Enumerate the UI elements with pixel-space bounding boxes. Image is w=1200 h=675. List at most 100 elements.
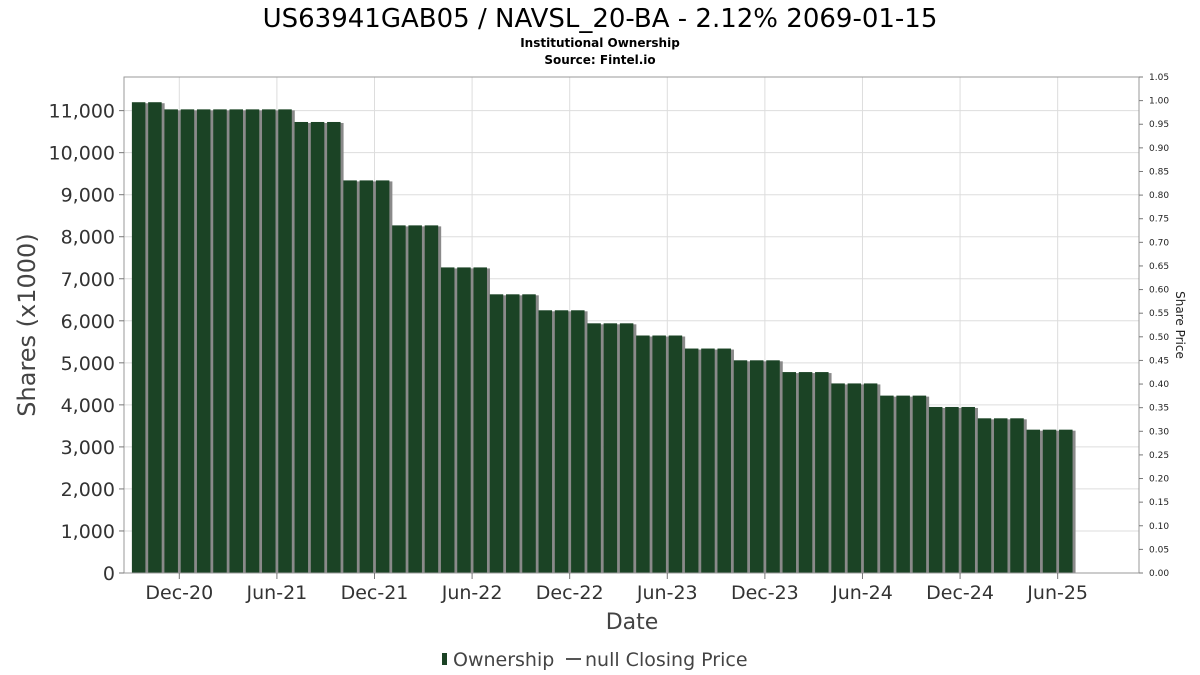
ownership-bar xyxy=(213,109,227,574)
y2-tick-label: 0.25 xyxy=(1149,451,1169,461)
y2-tick-label: 0.60 xyxy=(1149,286,1169,296)
ownership-bar xyxy=(294,121,309,574)
ownership-bar xyxy=(229,109,243,574)
y2-tick-label: 0.90 xyxy=(1149,144,1169,154)
y2-tick-label: 0.80 xyxy=(1149,191,1169,201)
bars-group xyxy=(131,102,1076,574)
ownership-bar xyxy=(587,323,601,573)
y2-axis-label: Share Price xyxy=(1173,291,1187,359)
x-tick-label: Dec-20 xyxy=(145,582,213,604)
ownership-bar xyxy=(961,406,975,573)
ownership-bar xyxy=(148,102,162,573)
chart-source: Source: Fintel.io xyxy=(544,53,655,67)
ownership-bar xyxy=(506,294,520,573)
ownership-bar xyxy=(571,310,585,573)
y-tick-label: 10,000 xyxy=(49,143,115,165)
y-tick-label: 2,000 xyxy=(61,479,115,501)
ownership-bar xyxy=(359,180,374,574)
ownership-bar xyxy=(392,225,406,574)
ownership-bar xyxy=(538,310,553,573)
ownership-bar xyxy=(847,383,862,573)
ownership-bar xyxy=(652,335,666,573)
ownership-bar xyxy=(554,310,569,573)
y-tick-label: 5,000 xyxy=(61,353,115,375)
ownership-bar xyxy=(603,323,618,573)
ownership-bar xyxy=(798,372,813,573)
legend: Ownership null Closing Price xyxy=(442,649,748,671)
ownership-bar xyxy=(945,406,959,573)
y2-tick-label: 1.05 xyxy=(1149,73,1169,83)
ownership-bar xyxy=(880,395,894,573)
y2-tick-label: 0.20 xyxy=(1149,475,1169,485)
ownership-bar xyxy=(717,348,731,573)
ownership-bar xyxy=(766,360,780,573)
ownership-bar xyxy=(993,418,1008,573)
ownership-bar xyxy=(668,335,683,573)
ownership-bar xyxy=(1010,418,1024,573)
ownership-bar xyxy=(327,121,341,574)
y2-tick-label: 0.65 xyxy=(1149,262,1169,272)
x-tick-label: Dec-23 xyxy=(731,582,799,604)
ownership-bar xyxy=(815,372,829,573)
y-tick-label: 3,000 xyxy=(61,437,115,459)
chart-subtitle: Institutional Ownership xyxy=(520,36,680,50)
y2-tick-label: 0.95 xyxy=(1149,120,1169,130)
ownership-bar xyxy=(375,180,390,574)
x-tick-label: Dec-22 xyxy=(536,582,604,604)
ownership-bar xyxy=(749,360,764,573)
y2-tick-label: 0.15 xyxy=(1149,498,1169,508)
plot-area xyxy=(123,76,1140,574)
ownership-bar xyxy=(1042,429,1057,573)
y-tick-label: 11,000 xyxy=(49,101,115,123)
ownership-bar xyxy=(196,109,211,574)
ownership-bar xyxy=(636,335,650,573)
ownership-bar xyxy=(245,109,260,574)
x-tick-label: Jun-25 xyxy=(1026,582,1088,604)
ownership-bar xyxy=(310,121,325,574)
y2-tick-label: 0.55 xyxy=(1149,309,1169,319)
y2-tick-label: 0.75 xyxy=(1149,215,1169,225)
ownership-bar xyxy=(684,348,699,573)
y2-tick-label: 0.00 xyxy=(1149,569,1169,579)
ownership-bar xyxy=(489,294,504,573)
y-tick-label: 6,000 xyxy=(61,311,115,333)
ownership-bar xyxy=(131,102,146,573)
ownership-bar xyxy=(1059,429,1073,573)
ownership-bar xyxy=(733,360,748,573)
y2-tick-label: 0.70 xyxy=(1149,238,1169,248)
y-tick-label: 1,000 xyxy=(61,521,115,543)
x-tick-label: Jun-21 xyxy=(246,582,308,604)
ownership-bar xyxy=(928,406,943,573)
y-axis-left: 0 1,000 2,000 3,000 4,000 5,000 6,000 7,000 8,00… xyxy=(49,101,124,585)
ownership-bar xyxy=(619,323,634,573)
ownership-bar xyxy=(863,383,878,573)
legend-label-ownership: Ownership xyxy=(453,649,554,671)
y2-tick-label: 0.10 xyxy=(1149,522,1169,532)
chart-title: US63941GAB05 / NAVSL_20-BA - 2.12% 2069-… xyxy=(263,4,938,34)
ownership-bar xyxy=(701,348,715,573)
y2-tick-label: 0.45 xyxy=(1149,356,1169,366)
ownership-bar xyxy=(1026,429,1041,573)
ownership-bar xyxy=(473,267,487,573)
ownership-bar xyxy=(424,225,439,574)
ownership-bar xyxy=(440,267,455,573)
ownership-bar xyxy=(782,372,797,573)
ownership-bar xyxy=(831,383,845,573)
y2-tick-label: 0.05 xyxy=(1149,545,1169,555)
ownership-bar xyxy=(262,109,276,574)
y2-tick-label: 0.85 xyxy=(1149,167,1169,177)
x-tick-label: Jun-24 xyxy=(831,582,893,604)
x-axis-label: Date xyxy=(606,610,659,635)
ownership-bar xyxy=(164,109,178,574)
y-axis-label: Shares (x1000) xyxy=(13,233,41,416)
legend-label-closing-price: null Closing Price xyxy=(585,649,748,671)
x-tick-label: Dec-24 xyxy=(926,582,994,604)
ownership-bar xyxy=(180,109,195,574)
ownership-bar xyxy=(912,395,927,573)
x-axis: Dec-20 Jun-21 Dec-21 Jun-22 Dec-22 Jun-23 Dec-… xyxy=(145,573,1088,604)
y2-tick-label: 0.35 xyxy=(1149,404,1169,414)
ownership-bar xyxy=(343,180,357,574)
legend-marker-ownership xyxy=(442,653,447,665)
x-tick-label: Jun-23 xyxy=(636,582,698,604)
